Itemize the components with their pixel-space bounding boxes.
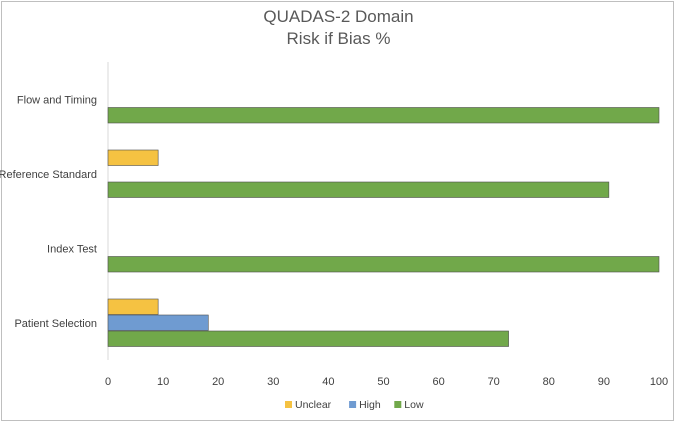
legend-swatch-high xyxy=(349,401,357,408)
x-tick-label: 40 xyxy=(322,376,334,388)
x-tick-label: 50 xyxy=(377,376,389,388)
legend-swatch-low xyxy=(394,401,402,408)
legend-label-low: Low xyxy=(404,399,424,411)
x-tick-label: 60 xyxy=(432,376,444,388)
legend-swatch-unclear xyxy=(285,401,292,408)
x-tick-label: 30 xyxy=(267,376,279,388)
bar-low-index-test xyxy=(107,256,660,273)
bar-unclear-reference-standard xyxy=(107,149,159,166)
chart-title: QUADAS-2 Domain xyxy=(263,7,414,26)
x-tick-label: 20 xyxy=(212,376,224,388)
bar-low-flow-and-timing xyxy=(107,107,660,124)
x-tick-label: 90 xyxy=(598,376,610,388)
bar-unclear-patient-selection xyxy=(107,298,159,315)
chart-subtitle: Risk if Bias % xyxy=(286,29,391,48)
x-tick-label: 70 xyxy=(488,376,500,388)
x-tick-label: 0 xyxy=(105,376,111,388)
legend-label-unclear: Unclear xyxy=(295,399,332,411)
bar-low-patient-selection xyxy=(107,330,509,347)
x-tick-label: 80 xyxy=(543,376,555,388)
category-label: Index Test xyxy=(47,243,97,255)
category-label: Flow and Timing xyxy=(17,94,97,106)
category-label: Reference Standard xyxy=(0,169,97,181)
x-tick-label: 10 xyxy=(157,376,169,388)
category-label: Patient Selection xyxy=(14,318,97,330)
bar-high-patient-selection xyxy=(107,314,209,331)
bar-low-reference-standard xyxy=(107,181,610,198)
legend-label-high: High xyxy=(359,399,381,411)
x-tick-label: 100 xyxy=(650,376,668,388)
